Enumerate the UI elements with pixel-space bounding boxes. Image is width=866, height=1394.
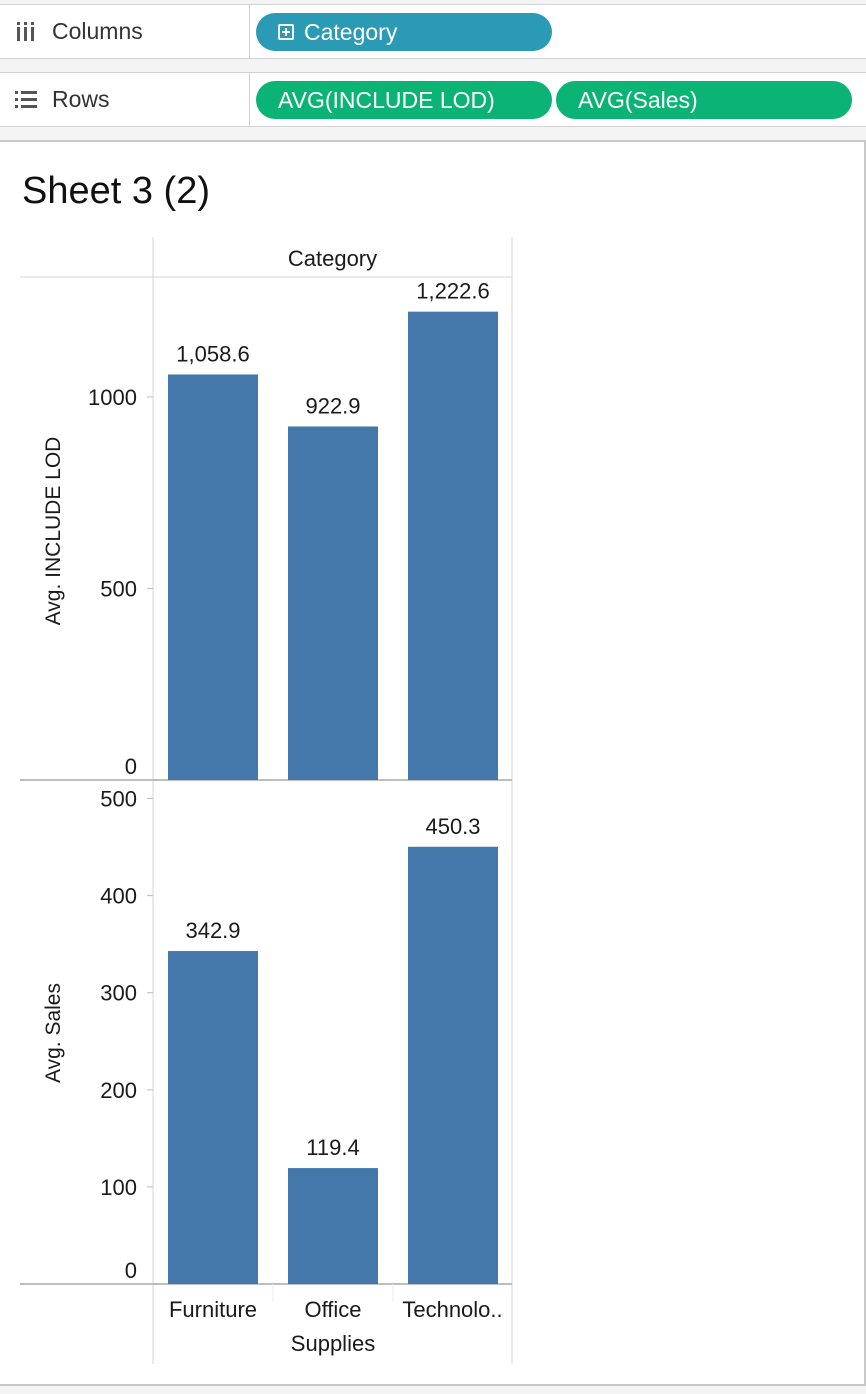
y-axis-title: Avg. INCLUDE LOD — [42, 437, 65, 626]
bar — [288, 426, 378, 780]
plus-box-icon[interactable] — [278, 24, 294, 40]
avg-sales-row-pill[interactable]: AVG(Sales) — [556, 81, 852, 119]
worksheet-view: Sheet 3 (2) Category 0 500 1000 Avg. INCLUDE… — [0, 140, 866, 1386]
x-category-label: Technolo.. — [402, 1297, 502, 1322]
bar — [168, 951, 258, 1284]
bar — [408, 846, 498, 1284]
y-tick-label: 500 — [100, 576, 137, 601]
bar-value-label: 342.9 — [185, 918, 240, 943]
columns-shelf-label-area: Columns — [0, 5, 250, 58]
avg-include-lod-row-pill[interactable]: AVG(INCLUDE LOD) — [256, 81, 552, 119]
y-tick-label: 400 — [100, 884, 137, 909]
rows-shelf: Rows AVG(INCLUDE LOD) AVG(Sales) — [0, 72, 866, 127]
y-tick-label: 100 — [100, 1175, 137, 1200]
column-header-label: Category — [288, 246, 377, 271]
y-tick-label: 300 — [100, 981, 137, 1006]
rows-icon — [15, 90, 37, 108]
bar-value-label: 1,058.6 — [176, 341, 249, 366]
y-tick-label: 0 — [125, 754, 137, 779]
columns-shelf: Columns Category — [0, 4, 866, 59]
bar-value-label: 922.9 — [305, 393, 360, 418]
bar — [168, 374, 258, 780]
y-tick-label: 0 — [125, 1258, 137, 1283]
bar-value-label: 450.3 — [425, 814, 480, 839]
category-column-pill[interactable]: Category — [256, 13, 552, 51]
bar — [288, 1168, 378, 1284]
columns-shelf-label: Columns — [52, 18, 143, 44]
avg-include-lod-pill-label: AVG(INCLUDE LOD) — [278, 86, 495, 113]
bar — [408, 311, 498, 780]
rows-shelf-label: Rows — [52, 86, 110, 112]
category-pill-label: Category — [304, 18, 398, 45]
columns-icon — [17, 21, 34, 41]
sheet-title: Sheet 3 (2) — [22, 170, 210, 212]
y-tick-label: 200 — [100, 1078, 137, 1103]
avg-sales-pill-label: AVG(Sales) — [578, 86, 698, 113]
rows-shelf-label-area: Rows — [0, 73, 250, 126]
x-category-label: Furniture — [169, 1297, 257, 1322]
bar-value-label: 119.4 — [306, 1135, 359, 1160]
y-tick-label: 500 — [100, 787, 137, 812]
y-axis-title: Avg. Sales — [42, 983, 65, 1083]
x-category-label: Office Supplies — [291, 1297, 375, 1356]
bar-value-label: 1,222.6 — [416, 279, 489, 304]
y-tick-label: 1000 — [88, 385, 137, 410]
